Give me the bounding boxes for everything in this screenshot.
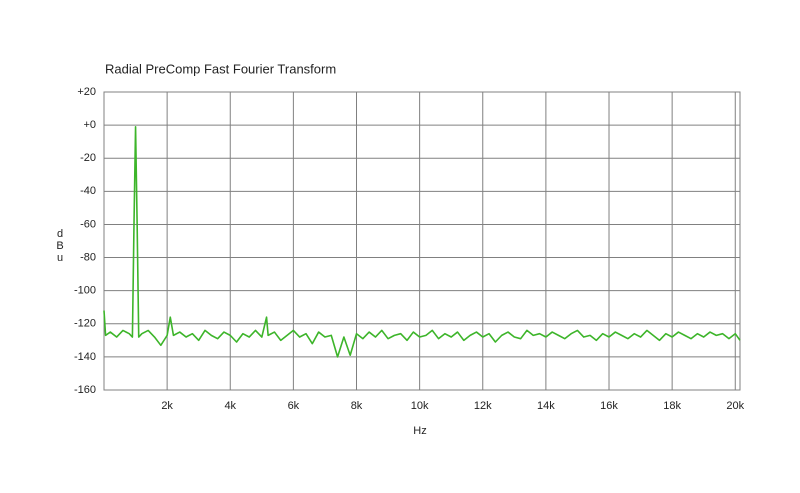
- x-axis-label: Hz: [413, 425, 426, 437]
- y-tick-label: -40: [80, 185, 96, 197]
- x-tick-label: 18k: [663, 400, 681, 412]
- x-tick-label: 6k: [288, 400, 300, 412]
- y-tick-label: -140: [74, 351, 96, 363]
- y-tick-label: +0: [83, 119, 96, 131]
- chart-title: Radial PreComp Fast Fourier Transform: [105, 61, 336, 76]
- y-tick-label: -100: [74, 285, 96, 297]
- y-axis-label: dBu: [54, 228, 66, 264]
- x-tick-label: 4k: [224, 400, 236, 412]
- x-tick-label: 10k: [411, 400, 429, 412]
- spectrum-line: [103, 125, 741, 358]
- y-tick-label: -160: [74, 384, 96, 396]
- x-tick-label: 2k: [161, 400, 173, 412]
- y-tick-label: -120: [74, 318, 96, 330]
- x-tick-label: 12k: [474, 400, 492, 412]
- x-tick-label: 20k: [726, 400, 744, 412]
- y-tick-label: +20: [77, 86, 96, 98]
- y-tick-label: -80: [80, 251, 96, 263]
- plot-area: [103, 91, 741, 391]
- y-tick-label: -60: [80, 218, 96, 230]
- y-tick-label: -20: [80, 152, 96, 164]
- x-tick-label: 14k: [537, 400, 555, 412]
- x-tick-label: 16k: [600, 400, 618, 412]
- x-tick-label: 8k: [351, 400, 363, 412]
